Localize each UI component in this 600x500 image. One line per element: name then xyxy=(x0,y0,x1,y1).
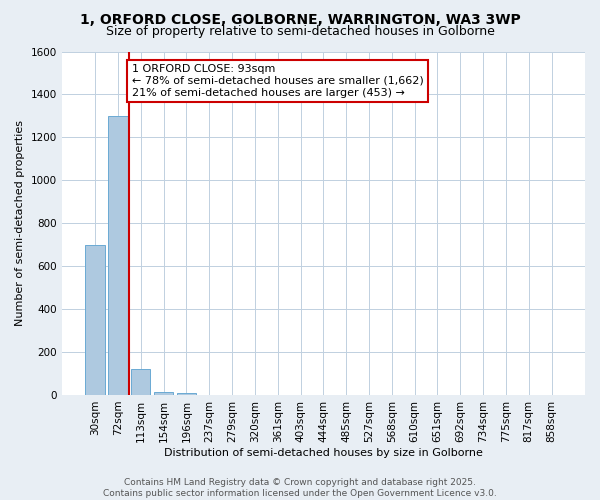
Bar xyxy=(177,393,196,395)
Bar xyxy=(154,392,173,395)
Y-axis label: Number of semi-detached properties: Number of semi-detached properties xyxy=(15,120,25,326)
Text: 1 ORFORD CLOSE: 93sqm
← 78% of semi-detached houses are smaller (1,662)
21% of s: 1 ORFORD CLOSE: 93sqm ← 78% of semi-deta… xyxy=(131,64,424,98)
Bar xyxy=(108,116,128,395)
X-axis label: Distribution of semi-detached houses by size in Golborne: Distribution of semi-detached houses by … xyxy=(164,448,483,458)
Bar xyxy=(131,369,151,395)
Bar xyxy=(85,244,105,395)
Text: 1, ORFORD CLOSE, GOLBORNE, WARRINGTON, WA3 3WP: 1, ORFORD CLOSE, GOLBORNE, WARRINGTON, W… xyxy=(80,12,520,26)
Text: Size of property relative to semi-detached houses in Golborne: Size of property relative to semi-detach… xyxy=(106,25,494,38)
Text: Contains HM Land Registry data © Crown copyright and database right 2025.
Contai: Contains HM Land Registry data © Crown c… xyxy=(103,478,497,498)
